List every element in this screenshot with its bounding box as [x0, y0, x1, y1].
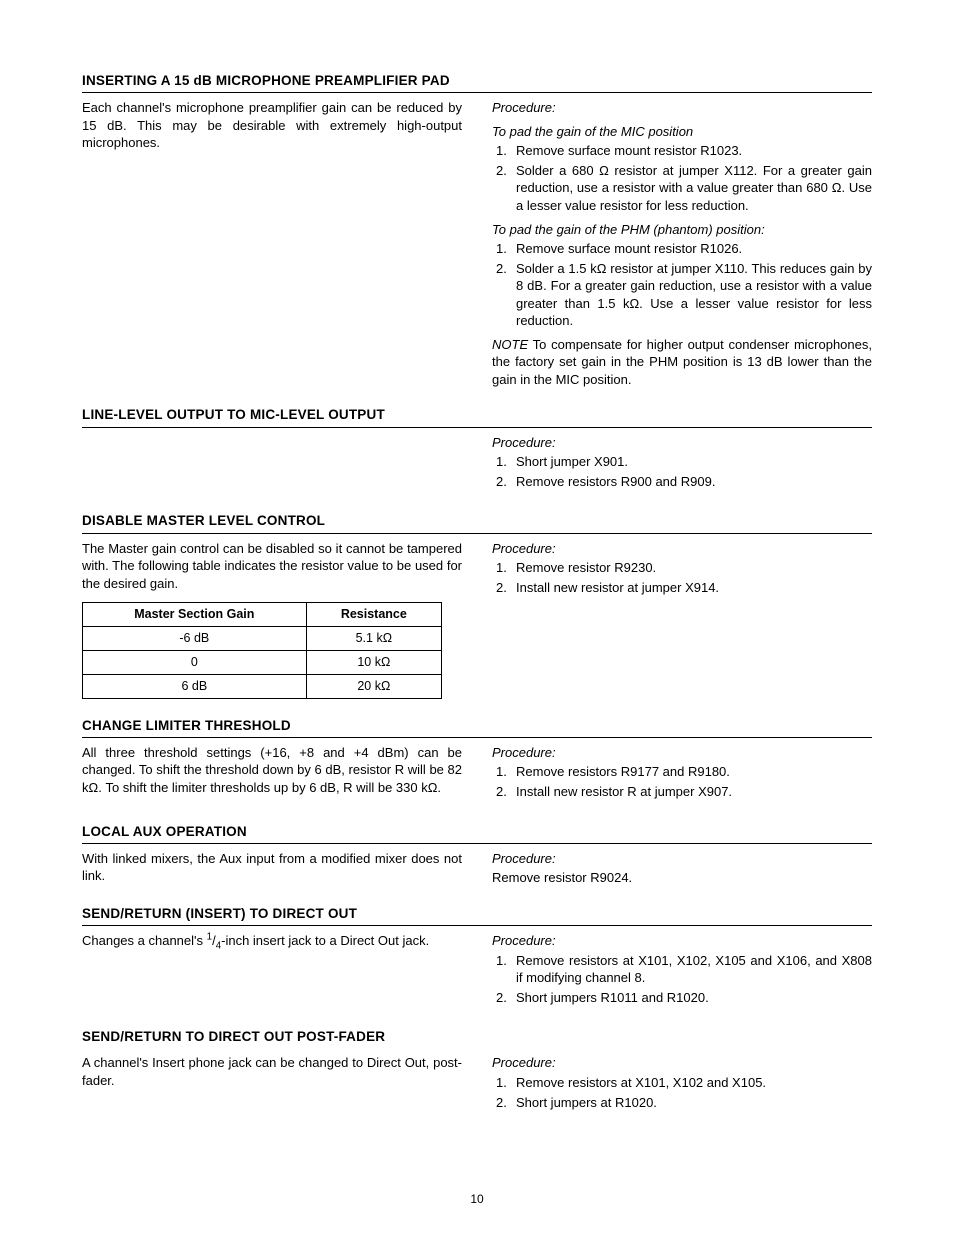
procedure-list: 1.Remove resistor R9230. 2.Install new r…	[492, 559, 872, 596]
sub-procedure-label: To pad the gain of the PHM (phantom) pos…	[492, 221, 872, 239]
list-item: 1.Short jumper X901.	[492, 453, 872, 471]
procedure-label: Procedure:	[492, 932, 872, 950]
list-item: 2.Solder a 680 Ω resistor at jumper X112…	[492, 162, 872, 215]
body-text: A channel's Insert phone jack can be cha…	[82, 1054, 462, 1089]
list-item: 2.Solder a 1.5 kΩ resistor at jumper X11…	[492, 260, 872, 330]
gain-resistance-table: Master Section Gain Resistance -6 dB5.1 …	[82, 602, 442, 699]
body-text: The Master gain control can be disabled …	[82, 540, 462, 593]
section-send-return-postfader: SEND/RETURN TO DIRECT OUT POST-FADER A c…	[82, 1028, 872, 1115]
section-title: CHANGE LIMITER THRESHOLD	[82, 717, 872, 738]
list-item: 1.Remove resistors at X101, X102, X105 a…	[492, 952, 872, 987]
procedure-list: 1.Remove resistors R9177 and R9180. 2.In…	[492, 763, 872, 800]
section-title: DISABLE MASTER LEVEL CONTROL	[82, 512, 872, 533]
table-row: 6 dB20 kΩ	[83, 674, 442, 698]
section-title: LOCAL AUX OPERATION	[82, 823, 872, 844]
section-title: SEND/RETURN TO DIRECT OUT POST-FADER	[82, 1028, 872, 1048]
list-item: 1.Remove surface mount resistor R1026.	[492, 240, 872, 258]
section-line-to-mic: LINE-LEVEL OUTPUT TO MIC-LEVEL OUTPUT Pr…	[82, 406, 872, 494]
section-title: SEND/RETURN (INSERT) TO DIRECT OUT	[82, 905, 872, 926]
body-text: With linked mixers, the Aux input from a…	[82, 850, 462, 885]
procedure-list: 1.Remove resistors at X101, X102, X105 a…	[492, 952, 872, 1007]
list-item: 1.Remove resistors R9177 and R9180.	[492, 763, 872, 781]
body-text: All three threshold settings (+16, +8 an…	[82, 744, 462, 797]
procedure-list: 1.Remove surface mount resistor R1026. 2…	[492, 240, 872, 330]
procedure-list: 1.Short jumper X901. 2.Remove resistors …	[492, 453, 872, 490]
section-local-aux: LOCAL AUX OPERATION With linked mixers, …	[82, 823, 872, 887]
procedure-list: 1.Remove surface mount resistor R1023. 2…	[492, 142, 872, 214]
table-header-row: Master Section Gain Resistance	[83, 603, 442, 627]
section-send-return-direct: SEND/RETURN (INSERT) TO DIRECT OUT Chang…	[82, 905, 872, 1010]
procedure-label: Procedure:	[492, 99, 872, 117]
section-preamp-pad: INSERTING A 15 dB MICROPHONE PREAMPLIFIE…	[82, 72, 872, 388]
list-item: 2.Short jumpers R1011 and R1020.	[492, 989, 872, 1007]
page-number: 10	[0, 1191, 954, 1207]
list-item: 2.Install new resistor at jumper X914.	[492, 579, 872, 597]
list-item: 2.Remove resistors R900 and R909.	[492, 473, 872, 491]
body-text: Each channel's microphone preamplifier g…	[82, 99, 462, 152]
table-row: 010 kΩ	[83, 650, 442, 674]
procedure-label: Procedure:	[492, 434, 872, 452]
procedure-label: Procedure:	[492, 744, 872, 762]
note-text: NOTE To compensate for higher output con…	[492, 336, 872, 389]
section-disable-master: DISABLE MASTER LEVEL CONTROL The Master …	[82, 512, 872, 698]
list-item: 2.Short jumpers at R1020.	[492, 1094, 872, 1112]
procedure-label: Procedure:	[492, 850, 872, 868]
list-item: 1.Remove resistors at X101, X102 and X10…	[492, 1074, 872, 1092]
table-header: Resistance	[306, 603, 441, 627]
procedure-label: Procedure:	[492, 1054, 872, 1072]
list-item: 1.Remove resistor R9230.	[492, 559, 872, 577]
body-text: Changes a channel's 1/4-inch insert jack…	[82, 932, 462, 950]
body-text: Remove resistor R9024.	[492, 869, 872, 887]
section-limiter-threshold: CHANGE LIMITER THRESHOLD All three thres…	[82, 717, 872, 805]
section-title: LINE-LEVEL OUTPUT TO MIC-LEVEL OUTPUT	[82, 406, 872, 427]
procedure-label: Procedure:	[492, 540, 872, 558]
table-header: Master Section Gain	[83, 603, 307, 627]
section-title: INSERTING A 15 dB MICROPHONE PREAMPLIFIE…	[82, 72, 872, 93]
procedure-list: 1.Remove resistors at X101, X102 and X10…	[492, 1074, 872, 1111]
table-row: -6 dB5.1 kΩ	[83, 627, 442, 651]
sub-procedure-label: To pad the gain of the MIC position	[492, 123, 872, 141]
list-item: 1.Remove surface mount resistor R1023.	[492, 142, 872, 160]
list-item: 2.Install new resistor R at jumper X907.	[492, 783, 872, 801]
